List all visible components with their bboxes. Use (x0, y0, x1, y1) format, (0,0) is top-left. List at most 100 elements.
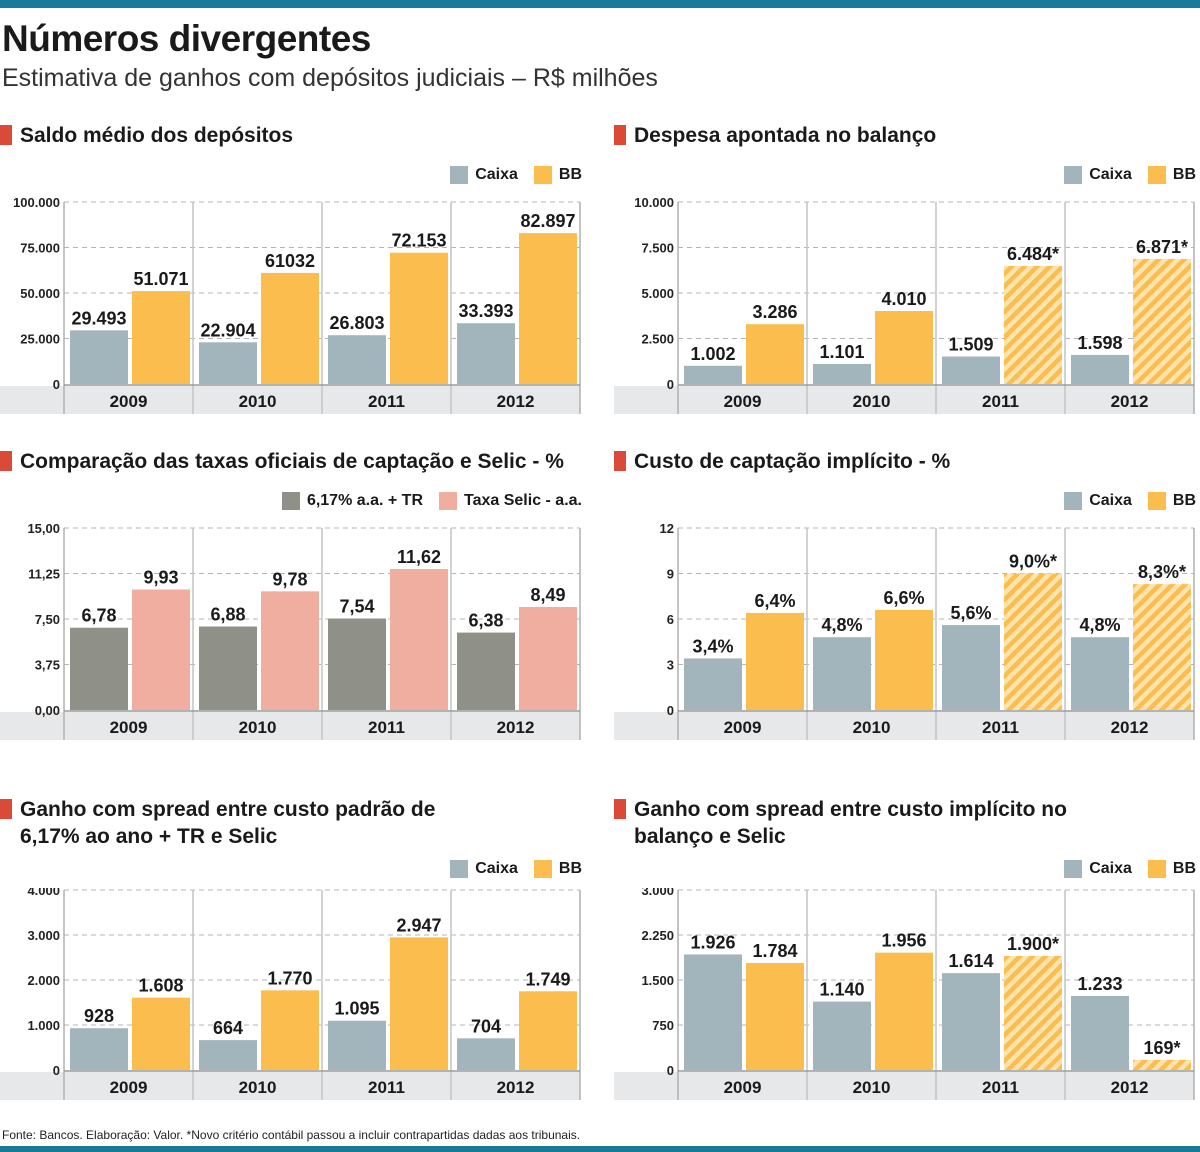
legend-item: Caixa (450, 166, 518, 184)
bar-bb-2011 (1004, 265, 1062, 384)
bar-bb-2011 (1004, 956, 1062, 1070)
legend-swatch-icon (1147, 492, 1166, 510)
data-label: 33.393 (458, 301, 513, 321)
legend-swatch-icon (281, 492, 300, 510)
data-label: 6,38 (468, 611, 503, 631)
x-tick-label: 2012 (1111, 1078, 1149, 1097)
data-label: 5,6% (950, 603, 991, 623)
y-tick-label: 75.000 (20, 241, 60, 256)
legend-label: BB (1172, 492, 1196, 509)
bar-bb-2012 (519, 991, 577, 1070)
source-footnote: Fonte: Bancos. Elaboração: Valor. *Novo … (2, 1128, 581, 1142)
data-label: 72.153 (391, 231, 446, 251)
chart-title-line: Ganho com spread entre custo padrão de (20, 798, 436, 821)
title-marker-icon (614, 125, 626, 145)
legend-item: Caixa (1064, 492, 1132, 510)
chart-panel-taxas: Comparação das taxas oficiais de captaçã… (0, 448, 586, 778)
data-label: 1.002 (690, 344, 735, 364)
y-tick-label: 0 (667, 377, 674, 392)
bar-chart-ganho-implicito: 0 750 1.500 2.250 3.000 1.926 1.784 2009 1.140 1.… (614, 888, 1195, 1100)
chart-title: Comparação das taxas oficiais de captaçã… (0, 448, 564, 475)
chart-title: Ganho com spread entre custo padrão de 6,… (0, 796, 435, 850)
chart-legend: 6,17% a.a. + TR Taxa Selic - a.a. (281, 492, 582, 510)
x-tick-label: 2009 (724, 392, 762, 411)
legend-swatch-icon (1147, 860, 1166, 878)
bar-caixa-2011 (328, 1020, 386, 1070)
x-tick-label: 2010 (853, 718, 891, 737)
y-tick-label: 0 (667, 703, 674, 718)
legend-item: BB (533, 860, 582, 878)
x-tick-label: 2010 (853, 1078, 891, 1097)
y-tick-label: 4.000 (27, 888, 60, 898)
data-label: 1.598 (1077, 333, 1122, 353)
x-tick-label: 2012 (497, 718, 535, 737)
chart-legend: Caixa BB (1064, 860, 1196, 878)
bar-caixa-2011 (942, 973, 1000, 1070)
legend-label: Caixa (1089, 492, 1132, 509)
legend-label: Caixa (475, 166, 518, 183)
page-title: Números divergentes (2, 18, 371, 59)
legend-item: BB (533, 166, 582, 184)
data-label: 1.509 (948, 335, 993, 355)
data-label: 4.010 (881, 289, 926, 309)
y-tick-label: 750 (652, 1018, 674, 1033)
legend-swatch-icon (533, 166, 552, 184)
bar-caixa-2010 (813, 1001, 871, 1070)
y-tick-label: 6 (667, 612, 674, 627)
data-label: 1.900* (1007, 934, 1059, 954)
x-axis-band (614, 712, 1194, 740)
legend-item: BB (1147, 860, 1196, 878)
bar-6-17-a-a-tr-2010 (199, 626, 257, 710)
bar-caixa-2009 (70, 1028, 128, 1070)
chart-legend: Caixa BB (1064, 166, 1196, 184)
chart-title-line: Ganho com spread entre custo implícito n… (634, 798, 1067, 821)
data-label: 6,6% (883, 588, 924, 608)
bar-taxa-selic-a-a--2009 (132, 589, 190, 710)
bar-caixa-2012 (457, 1038, 515, 1070)
bar-taxa-selic-a-a--2011 (390, 569, 448, 710)
x-tick-label: 2012 (1111, 718, 1149, 737)
x-axis-band (0, 386, 580, 414)
chart-panel-ganho-padrao: Ganho com spread entre custo padrão de 6,… (0, 796, 586, 1126)
y-tick-label: 7,50 (35, 612, 60, 627)
x-axis-band (614, 1072, 1194, 1100)
x-axis-band (614, 386, 1194, 414)
chart-title: Ganho com spread entre custo implícito n… (614, 796, 1067, 850)
data-label: 9,93 (143, 568, 178, 588)
x-tick-label: 2010 (239, 718, 277, 737)
data-label: 3,4% (692, 636, 733, 656)
data-label: 7,54 (339, 597, 374, 617)
x-tick-label: 2011 (368, 718, 405, 737)
bar-caixa-2011 (942, 625, 1000, 710)
chart-panel-custo: Custo de captação implícito - % Caixa BB 0 3… (614, 448, 1200, 778)
y-tick-label: 0 (667, 1063, 674, 1078)
x-tick-label: 2010 (853, 392, 891, 411)
legend-swatch-icon (1147, 166, 1166, 184)
x-tick-label: 2012 (497, 1078, 535, 1097)
bar-bb-2012 (1133, 258, 1191, 384)
bar-bb-2010 (875, 609, 933, 710)
data-label: 82.897 (520, 211, 575, 231)
y-tick-label: 3 (667, 658, 674, 673)
x-tick-label: 2012 (497, 392, 535, 411)
data-label: 51.071 (133, 269, 188, 289)
bar-caixa-2009 (684, 658, 742, 710)
chart-legend: Caixa BB (450, 166, 582, 184)
y-tick-label: 3.000 (27, 928, 60, 943)
bar-bb-2010 (261, 272, 319, 384)
data-label: 6.484* (1007, 244, 1059, 264)
bar-caixa-2011 (328, 335, 386, 384)
bar-chart-taxas: 0,00 3,75 7,50 11,25 15,00 6,78 9,93 2009 6,88 9,… (0, 521, 581, 740)
chart-panel-ganho-implicito: Ganho com spread entre custo implícito n… (614, 796, 1200, 1126)
chart-legend: Caixa BB (1064, 492, 1196, 510)
bar-caixa-2012 (457, 323, 515, 384)
data-label: 29.493 (71, 308, 126, 328)
data-label: 6,78 (81, 606, 116, 626)
data-label: 704 (471, 1016, 501, 1036)
x-tick-label: 2012 (1111, 392, 1149, 411)
x-tick-label: 2011 (368, 1078, 405, 1097)
data-label: 11,62 (397, 547, 441, 567)
data-label: 8,49 (530, 585, 565, 605)
y-tick-label: 100.000 (13, 195, 60, 210)
data-label: 6,88 (210, 605, 245, 625)
